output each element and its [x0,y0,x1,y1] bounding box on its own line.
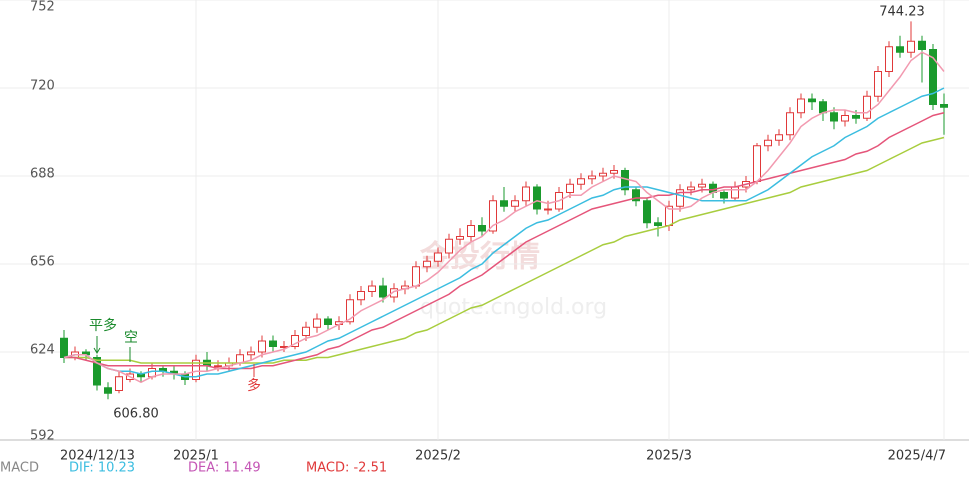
candle-body [764,139,772,147]
y-tick-label: 752 [30,0,55,15]
candle-body [445,238,453,254]
candle-body [93,357,101,386]
x-tick-label: 2025/4/7 [888,449,946,464]
candle-body [874,71,882,97]
candle-body [390,288,398,298]
candle-body [687,186,695,191]
candle-body [918,40,926,50]
candle-body [412,266,420,287]
candle-body [258,340,266,353]
candle-body [478,225,486,232]
y-tick-label: 688 [30,167,55,182]
candle-body [610,170,618,174]
indicator-value: DIF: 10.23 [69,461,135,476]
candle-body [819,101,827,114]
candle-body [841,115,849,122]
candle-body [434,252,442,262]
y-tick-label: 656 [30,255,55,270]
candle-body [632,189,640,202]
candle-body [775,134,783,141]
candle-body [192,359,200,380]
candle-body [929,49,937,105]
candle-body [588,175,596,180]
candle-body [676,189,684,207]
candle-body [357,291,365,301]
indicator-value: MACD: -2.51 [306,461,387,476]
candle-body [533,186,541,210]
x-tick-label: 2025/2 [415,449,461,464]
candle-body [885,46,893,72]
ma-line [63,51,945,384]
ma-line [63,87,945,378]
signal-label: 平多 [89,317,117,334]
candle-body [577,178,585,185]
candle-body [379,285,387,298]
candle-body [214,365,222,368]
candle-body [566,183,574,193]
y-tick-label: 720 [30,79,55,94]
x-tick-label: 2025/3 [646,449,692,464]
candle-body [896,46,904,53]
candle-body [115,376,123,391]
signal-label: 空 [124,330,138,346]
candle-body [324,318,332,325]
x-tick-label: 2025/1 [173,449,219,464]
candle-body [104,387,112,394]
candle-body [423,260,431,268]
candle-body [786,112,794,136]
signal-arrow [93,347,101,354]
candle-body [907,40,915,53]
candle-body [797,98,805,114]
high-label: 744.23 [879,5,925,20]
candle-body [544,208,552,211]
candle-body [720,192,728,199]
candle-body [368,285,376,292]
candle-body [302,326,310,336]
candle-body [643,200,651,224]
candle-body [654,222,662,226]
ma-line [64,112,945,370]
candle-body [753,145,761,182]
y-tick-label: 624 [30,343,55,358]
candle-body [456,236,464,240]
candle-body [291,335,299,347]
candle-body [269,340,277,347]
candle-body [511,200,519,207]
candle-body [500,200,508,207]
candle-body [467,225,475,237]
signal-label: 多 [247,377,261,394]
low-label: 606.80 [113,407,159,422]
candle-body [247,351,255,356]
candle-body [522,186,530,202]
candle-body [698,183,706,188]
indicator-name: MACD [0,461,39,476]
candle-body [599,172,607,177]
candle-body [830,112,838,122]
x-tick-label: 2024/12/13 [60,449,135,464]
candle-body [940,104,948,108]
candle-body [346,299,354,323]
candle-body [313,318,321,328]
candle-body [863,95,871,119]
candle-body [808,98,816,103]
watermark: quote.cngold.org [420,295,607,320]
candle-body [489,200,497,232]
candle-body [852,115,860,119]
y-tick-label: 592 [30,429,55,444]
candle-body [60,337,68,358]
indicator-value: DEA: 11.49 [188,461,261,476]
candle-body [731,186,739,199]
ma-line [64,136,945,364]
